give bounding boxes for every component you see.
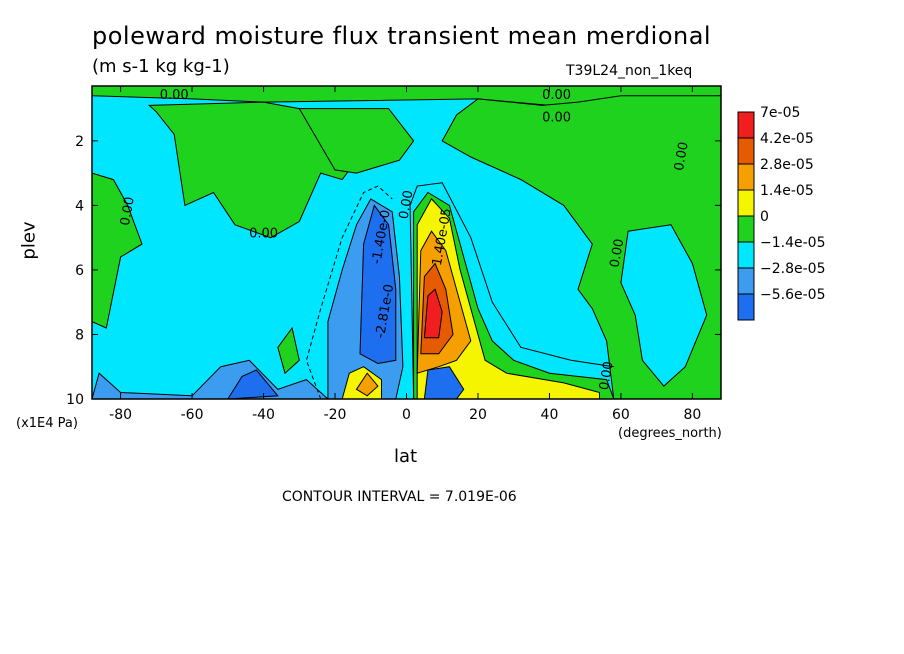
x-tick-label: 80 <box>683 407 701 423</box>
region-small-blob <box>277 326 300 375</box>
legend-label: 7e-05 <box>760 105 800 121</box>
y-axis-units: (x1E4 Pa) <box>16 416 78 431</box>
legend-swatch <box>737 163 755 191</box>
legend-swatch <box>737 293 755 321</box>
x-tick-label: -40 <box>252 407 275 423</box>
legend-label: 0 <box>760 209 769 225</box>
y-tick-label: 8 <box>75 327 84 343</box>
legend-label: −1.4e-05 <box>760 235 825 251</box>
color-legend: 7e-05 4.2e-05 2.8e-05 1.4e-05 0 −1.4e-05 −2.8e… <box>737 105 825 321</box>
legend-label: −5.6e-05 <box>760 287 825 303</box>
region-lower-orange <box>355 372 379 397</box>
y-tick-label: 4 <box>75 198 84 214</box>
contour-label: 0.00 <box>597 360 617 391</box>
legend-swatch <box>737 267 755 295</box>
x-axis: -80 -60 -40 -20 0 20 40 60 80 <box>109 86 701 423</box>
y-tick-label: 2 <box>75 134 84 150</box>
x-axis-units: (degrees_north) <box>618 426 722 441</box>
contour-label: 0.00 <box>118 196 138 227</box>
legend-swatch <box>737 189 755 217</box>
contour-label: 0.00 <box>249 227 278 242</box>
region-center-upper <box>298 108 415 174</box>
legend-swatch <box>737 111 755 139</box>
plot-area <box>92 86 721 399</box>
x-tick-label: 60 <box>612 407 630 423</box>
y-tick-label: 10 <box>66 392 84 408</box>
y-axis-label: plev <box>18 221 40 260</box>
legend-swatch <box>737 137 755 165</box>
region-pos70 <box>423 288 443 339</box>
x-tick-label: -80 <box>109 407 132 423</box>
region-neg56 <box>359 204 397 365</box>
legend-label: 1.4e-05 <box>760 183 814 199</box>
contour-dashed <box>305 185 393 399</box>
contour-interval: CONTOUR INTERVAL = 7.019E-06 <box>282 489 517 505</box>
x-axis-label: lat <box>394 446 418 467</box>
region-far-left <box>92 172 143 329</box>
units-label: (m s-1 kg kg-1) <box>92 56 230 77</box>
contour-label: 0.00 <box>542 110 571 125</box>
legend-label: 4.2e-05 <box>760 131 814 147</box>
y-tick-label: 6 <box>75 263 84 279</box>
run-id-label: T39L24_non_1keq <box>566 63 693 79</box>
contour-solid <box>409 182 614 399</box>
legend-label: 2.8e-05 <box>760 157 814 173</box>
x-tick-label: -60 <box>181 407 204 423</box>
contour-label: 0.00 <box>160 88 189 103</box>
region-right-cyan <box>620 224 708 387</box>
legend-swatch <box>737 241 755 269</box>
contour-label: 0.00 <box>672 141 692 172</box>
x-tick-label: 20 <box>469 407 487 423</box>
chart-title: poleward moisture flux transient mean me… <box>92 22 712 50</box>
contour-label: 0.00 <box>397 189 417 220</box>
region-neg-lower-core <box>227 369 279 399</box>
legend-swatch <box>737 215 755 243</box>
y-axis: 2 4 6 8 10 <box>66 134 721 408</box>
x-tick-label: 0 <box>402 407 411 423</box>
contour-label: 0.00 <box>608 238 628 269</box>
x-tick-label: 40 <box>541 407 559 423</box>
legend-label: −2.8e-05 <box>760 261 825 277</box>
region-lower-blue <box>423 366 465 399</box>
x-tick-label: -20 <box>324 407 347 423</box>
contour-label: 0.00 <box>542 88 571 103</box>
